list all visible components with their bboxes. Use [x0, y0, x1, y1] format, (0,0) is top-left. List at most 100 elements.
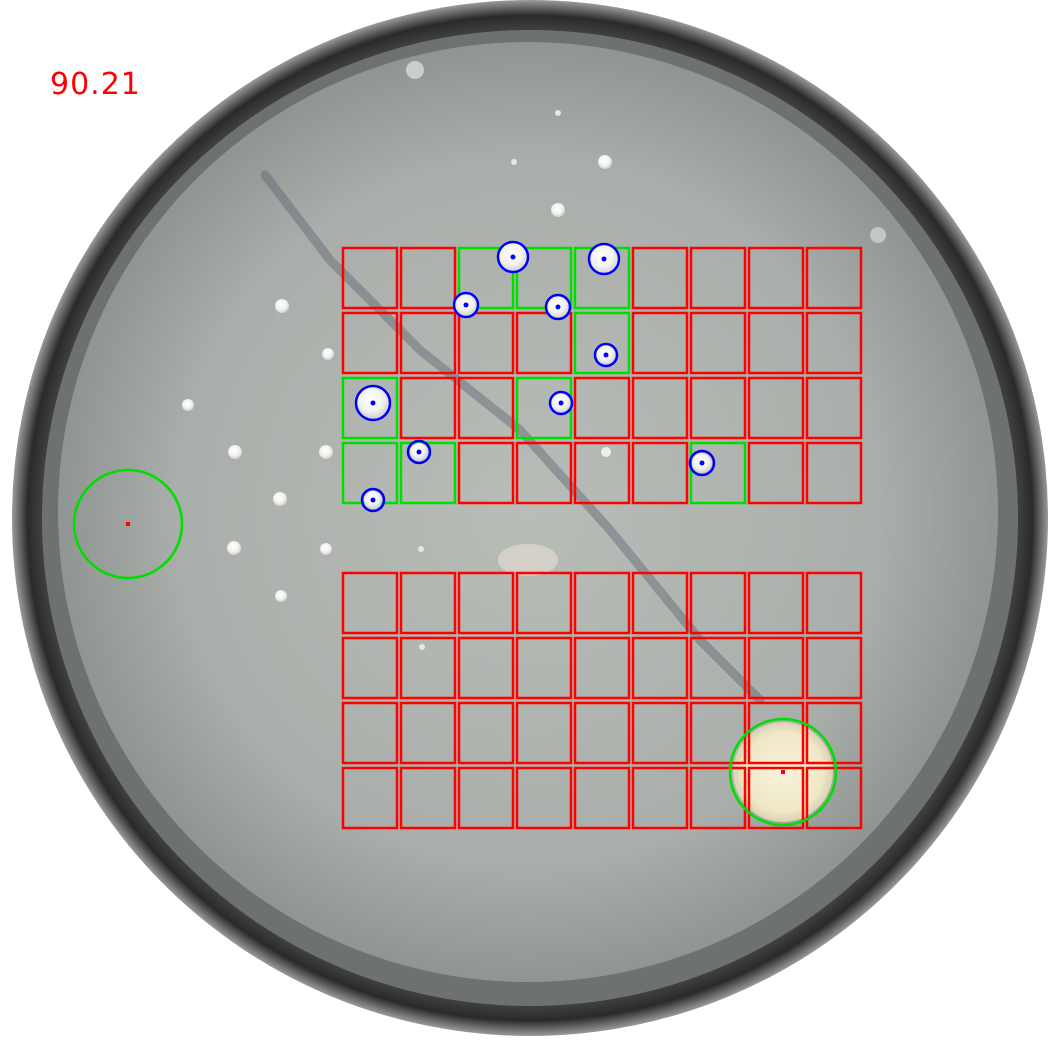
grid-cell-empty — [341, 701, 399, 765]
colony — [228, 445, 242, 459]
grid-cell-empty — [631, 246, 689, 310]
grid-cell-empty — [457, 766, 515, 830]
grid-cell-empty — [515, 311, 573, 375]
petri-dish — [12, 0, 1048, 1036]
grid-cell-empty — [631, 636, 689, 700]
colony — [555, 110, 561, 116]
grid-cell-empty — [399, 376, 457, 440]
colony — [275, 590, 287, 602]
colony-marker — [496, 240, 530, 274]
grid-cell-empty — [747, 766, 805, 830]
colony — [275, 299, 289, 313]
grid-cell-empty — [399, 766, 457, 830]
colony — [418, 546, 424, 552]
colony-marker — [587, 242, 621, 276]
grid-cell-empty — [573, 376, 631, 440]
glare-spot — [498, 544, 558, 576]
grid-cell-empty — [341, 766, 399, 830]
reference-circles — [72, 468, 838, 827]
grid-cell-empty — [805, 571, 863, 635]
grid-cell-colony — [573, 311, 631, 375]
grid-cell-empty — [689, 571, 747, 635]
reference-circle-right — [728, 717, 838, 827]
grid-cell-empty — [399, 701, 457, 765]
grid-cell-colony — [399, 441, 457, 505]
grid-cell-empty — [689, 766, 747, 830]
grid-overlay — [341, 246, 863, 830]
grid-cell-empty — [631, 441, 689, 505]
grid-cell-empty — [515, 766, 573, 830]
grid-cell-colony — [689, 441, 747, 505]
agar-surface — [58, 42, 998, 982]
score-readout: 90.21 — [50, 67, 141, 102]
grid-cell-empty — [399, 571, 457, 635]
grid-cell-empty — [689, 636, 747, 700]
colony-marker — [544, 293, 572, 321]
grid-cell-empty — [689, 246, 747, 310]
colony — [419, 644, 425, 650]
reference-circle-left — [72, 468, 184, 580]
grid-cell-empty — [631, 311, 689, 375]
grid-cell-empty — [341, 636, 399, 700]
colony-marker — [593, 342, 619, 368]
grid-cell-empty — [457, 701, 515, 765]
grid-cell-empty — [747, 376, 805, 440]
grid-cell-empty — [515, 571, 573, 635]
grid-cell-colony — [457, 246, 515, 310]
colony — [320, 543, 332, 555]
colony — [273, 492, 287, 506]
grid-cell-empty — [515, 441, 573, 505]
grid-cell-empty — [805, 701, 863, 765]
grid-cell-empty — [341, 571, 399, 635]
grid-cell-empty — [747, 571, 805, 635]
grid-cell-empty — [573, 766, 631, 830]
colony-marker — [406, 439, 432, 465]
reference-center-left — [126, 522, 130, 526]
colony — [551, 203, 565, 217]
grid-cell-empty — [399, 246, 457, 310]
grid-cell-empty — [631, 571, 689, 635]
colony — [227, 541, 241, 555]
grid-cell-empty — [805, 441, 863, 505]
grid-cell-empty — [805, 311, 863, 375]
colony — [182, 399, 194, 411]
grid-cell-empty — [689, 701, 747, 765]
grid-cell-empty — [573, 636, 631, 700]
grid-cell-empty — [515, 701, 573, 765]
lower-grid — [341, 571, 863, 830]
grid-cell-empty — [805, 766, 863, 830]
colony — [319, 445, 333, 459]
grid-cell-empty — [573, 701, 631, 765]
grid-cell-empty — [399, 311, 457, 375]
marker-stroke — [260, 170, 765, 705]
grid-cell-empty — [341, 311, 399, 375]
colony — [601, 447, 611, 457]
grid-cell-empty — [689, 376, 747, 440]
grid-cell-empty — [805, 246, 863, 310]
grid-cell-empty — [399, 636, 457, 700]
colony — [598, 155, 612, 169]
grid-cell-empty — [631, 376, 689, 440]
colony-marker — [354, 384, 392, 422]
bubble — [870, 227, 886, 243]
grid-cell-empty — [457, 636, 515, 700]
grid-cell-empty — [341, 246, 399, 310]
colony — [322, 348, 334, 360]
grid-cell-empty — [689, 311, 747, 375]
detected-colony-markers — [354, 240, 716, 513]
reference-center-right — [781, 770, 785, 774]
grid-cell-empty — [805, 636, 863, 700]
grid-cell-empty — [805, 376, 863, 440]
grid-cell-colony — [341, 376, 399, 440]
grid-cell-empty — [457, 441, 515, 505]
grid-cell-empty — [747, 311, 805, 375]
grid-cell-empty — [457, 376, 515, 440]
grid-cell-empty — [573, 441, 631, 505]
grid-cell-empty — [457, 571, 515, 635]
upper-grid — [341, 246, 863, 505]
background-colonies — [182, 110, 612, 650]
grid-cell-empty — [747, 701, 805, 765]
grid-cell-empty — [515, 636, 573, 700]
grid-cell-empty — [631, 766, 689, 830]
